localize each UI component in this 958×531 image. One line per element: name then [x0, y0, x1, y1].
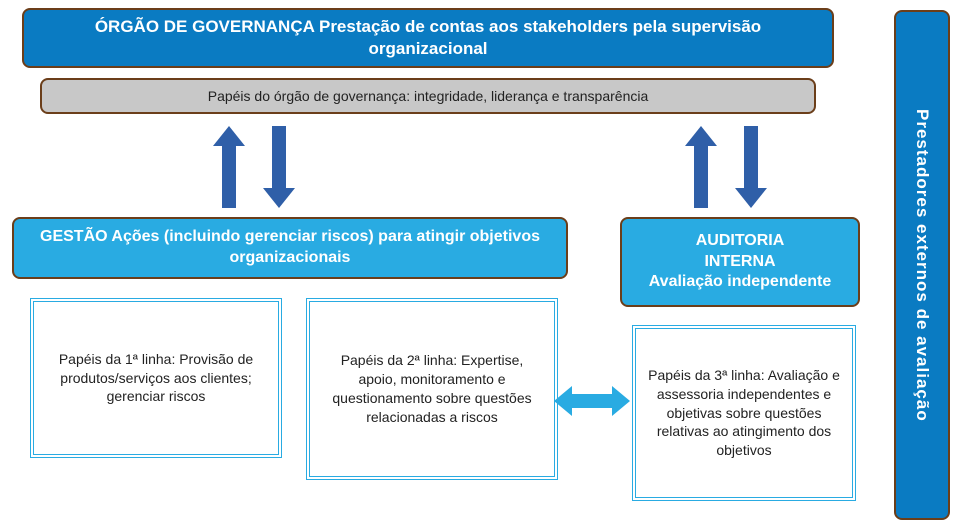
double-arrow-horizontal — [570, 394, 614, 408]
arrow-up-right — [694, 144, 708, 208]
auditoria-header: AUDITORIA INTERNA Avaliação independente — [620, 217, 860, 307]
governance-header: ÓRGÃO DE GOVERNANÇA Prestação de contas … — [22, 8, 834, 68]
linha1-box: Papéis da 1ª linha: Provisão de produtos… — [30, 298, 282, 458]
arrow-down-left — [272, 126, 286, 190]
arrow-down-right — [744, 126, 758, 190]
gestao-header: GESTÃO Ações (incluindo gerenciar riscos… — [12, 217, 568, 279]
auditoria-line3: Avaliação independente — [649, 272, 832, 293]
auditoria-line2: INTERNA — [704, 252, 775, 273]
external-providers-sidebar: Prestadores externos de avaliação — [894, 10, 950, 520]
auditoria-line1: AUDITORIA — [696, 231, 785, 252]
linha3-box: Papéis da 3ª linha: Avaliação e assessor… — [632, 325, 856, 501]
arrow-up-left — [222, 144, 236, 208]
governance-roles-bar: Papéis do órgão de governança: integrida… — [40, 78, 816, 114]
linha2-box: Papéis da 2ª linha: Expertise, apoio, mo… — [306, 298, 558, 480]
